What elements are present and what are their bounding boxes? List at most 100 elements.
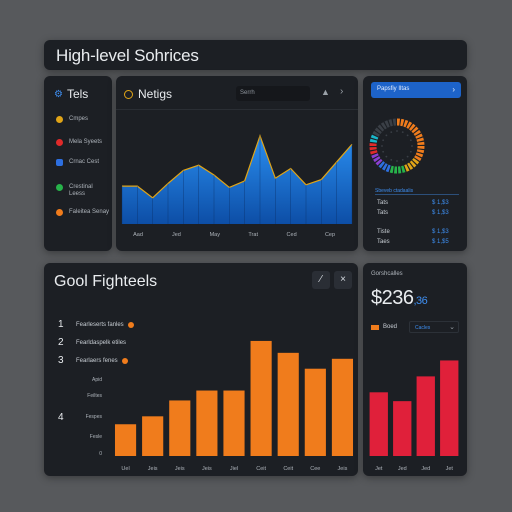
edit-button[interactable]: ⁄	[312, 271, 330, 289]
donut-dot	[401, 158, 404, 161]
sidebar-item[interactable]: Crnac Cest	[56, 159, 110, 166]
bar	[196, 390, 218, 456]
donut-segment	[407, 162, 414, 170]
goal-label: Fearlaers fenes	[76, 357, 118, 364]
revenue-value: $236,36	[371, 287, 428, 310]
goals-title: Gool Fighteels	[54, 273, 158, 290]
revenue-bar-chart: Jet Jed Jed Jet	[369, 360, 459, 472]
revenue-panel: Gorshcalles $236,36 Boed Cacles ⌄ Jet Jed…	[363, 263, 467, 476]
donut-dot	[385, 155, 388, 158]
donut-segment	[415, 152, 424, 158]
bar	[304, 368, 326, 456]
tools-icon: ⚙	[54, 88, 63, 100]
donut-segment	[403, 119, 409, 128]
area-series-line	[122, 133, 353, 199]
summary-row-value: $ 1,$5	[432, 239, 449, 245]
sidebar-item[interactable]: Mela Syeets	[56, 139, 110, 146]
donut-segment	[413, 129, 421, 136]
bar	[331, 358, 354, 456]
x-tick-label: Jeis	[338, 466, 348, 472]
bell-icon[interactable]: ▲	[321, 87, 330, 97]
bar	[393, 401, 412, 456]
goal-number: 1	[58, 319, 64, 330]
status-dot-icon	[56, 184, 63, 191]
x-tick-label: Ced	[287, 232, 297, 238]
divider	[116, 109, 358, 110]
x-tick-label: Jeis	[175, 466, 185, 472]
summary-row-label: Tats	[377, 210, 389, 216]
summary-row-value: $ 1,$3	[432, 229, 449, 235]
search-input[interactable]: Serrh	[236, 86, 310, 101]
sidebar: ⚙ Tels Cmpes Mela Syeets Crnac Cest Cres…	[44, 76, 112, 251]
period-select[interactable]: Cacles ⌄	[409, 321, 459, 333]
status-dot-icon	[121, 357, 128, 364]
sidebar-item[interactable]: Faleitea Senay	[56, 209, 110, 216]
donut-segment	[401, 165, 406, 173]
sidebar-item-label: Cmpes	[69, 116, 89, 122]
metrics-panel: Netigs Serrh ▲ › Aad Jed May Trat Ced Cep	[116, 76, 358, 251]
status-dot-icon	[56, 139, 63, 146]
donut-dot	[401, 131, 404, 134]
donut-segment	[385, 164, 391, 173]
close-icon[interactable]: ×	[334, 271, 352, 289]
bar	[142, 416, 164, 456]
donut-dot	[409, 139, 412, 142]
donut-dot	[406, 155, 409, 158]
donut-segment	[384, 120, 390, 128]
bar	[169, 400, 191, 456]
goal-number: 4	[58, 412, 64, 423]
filter-button-label: Papsfiy Iltas	[377, 86, 410, 92]
goal-list-item: 1 Fearleserts fanles	[58, 319, 134, 330]
donut-segment	[380, 122, 387, 130]
goals-panel: Gool Fighteels ⁄ × 1 Fearleserts fanles …	[44, 263, 358, 476]
x-tick-label: Uel	[121, 466, 129, 472]
donut-segment	[370, 150, 378, 155]
summary-row: Tats $ 1,$3	[377, 210, 449, 216]
donut-segment	[400, 118, 405, 127]
sidebar-item[interactable]: Cmpes	[56, 116, 110, 123]
donut-chart	[369, 118, 425, 174]
status-dot-icon	[56, 159, 63, 166]
summary-row-label: Taes	[377, 239, 390, 245]
bar	[369, 392, 388, 456]
x-tick-label: Jeis	[202, 466, 212, 472]
x-tick-label: Jiel	[230, 466, 238, 472]
donut-segment	[416, 149, 425, 154]
donut-segment	[381, 163, 388, 171]
donut-segment	[369, 138, 378, 143]
chevron-down-icon: ⌄	[449, 324, 455, 331]
donut-segment	[375, 158, 383, 166]
sidebar-item[interactable]: Crestinal Leess	[56, 184, 110, 198]
donut-dot	[382, 139, 385, 142]
x-tick-label: Cep	[325, 232, 335, 238]
filter-button[interactable]: Papsfiy Iltas ›	[371, 82, 461, 98]
revenue-label: Gorshcalles	[371, 271, 403, 277]
bar	[416, 376, 435, 456]
donut-dot	[381, 145, 383, 147]
axis-label: 0	[99, 451, 102, 457]
x-tick-label: May	[210, 232, 221, 238]
period-select-value: Cacles	[415, 325, 431, 331]
goal-number: 2	[58, 337, 64, 348]
axis-label: Apid	[91, 377, 102, 383]
donut-segment	[416, 137, 424, 142]
x-tick-label: Ceit	[283, 466, 293, 472]
axis-label: Fespes	[85, 414, 102, 420]
donut-dot	[385, 134, 388, 137]
x-tick-label: Jeis	[148, 466, 158, 472]
page-title: High-level Sohrices	[56, 46, 199, 65]
sidebar-item-label: Crestinal Leess	[69, 184, 93, 197]
goal-list-item: 3 Fearlaers fenes	[58, 355, 128, 366]
metrics-icon	[124, 89, 133, 99]
donut-dot	[411, 145, 413, 147]
goals-bar-chart: Uel Jeis Jeis Jeis Jiel Ceit Ceit Cee Jeis	[114, 340, 354, 472]
details-link[interactable]: Sbeveb ctadaalis	[375, 188, 459, 195]
chevron-right-icon[interactable]: ›	[340, 86, 344, 97]
sidebar-item-label: Mela Syeets	[69, 139, 103, 145]
axis-label: Fesle	[89, 434, 102, 440]
status-dot-icon	[56, 116, 63, 123]
goal-label: Fearldaspelk etiles	[76, 339, 127, 346]
x-tick-label: Cee	[310, 466, 320, 472]
summary-row-label: Tats	[377, 200, 389, 206]
donut-segment	[378, 161, 385, 169]
